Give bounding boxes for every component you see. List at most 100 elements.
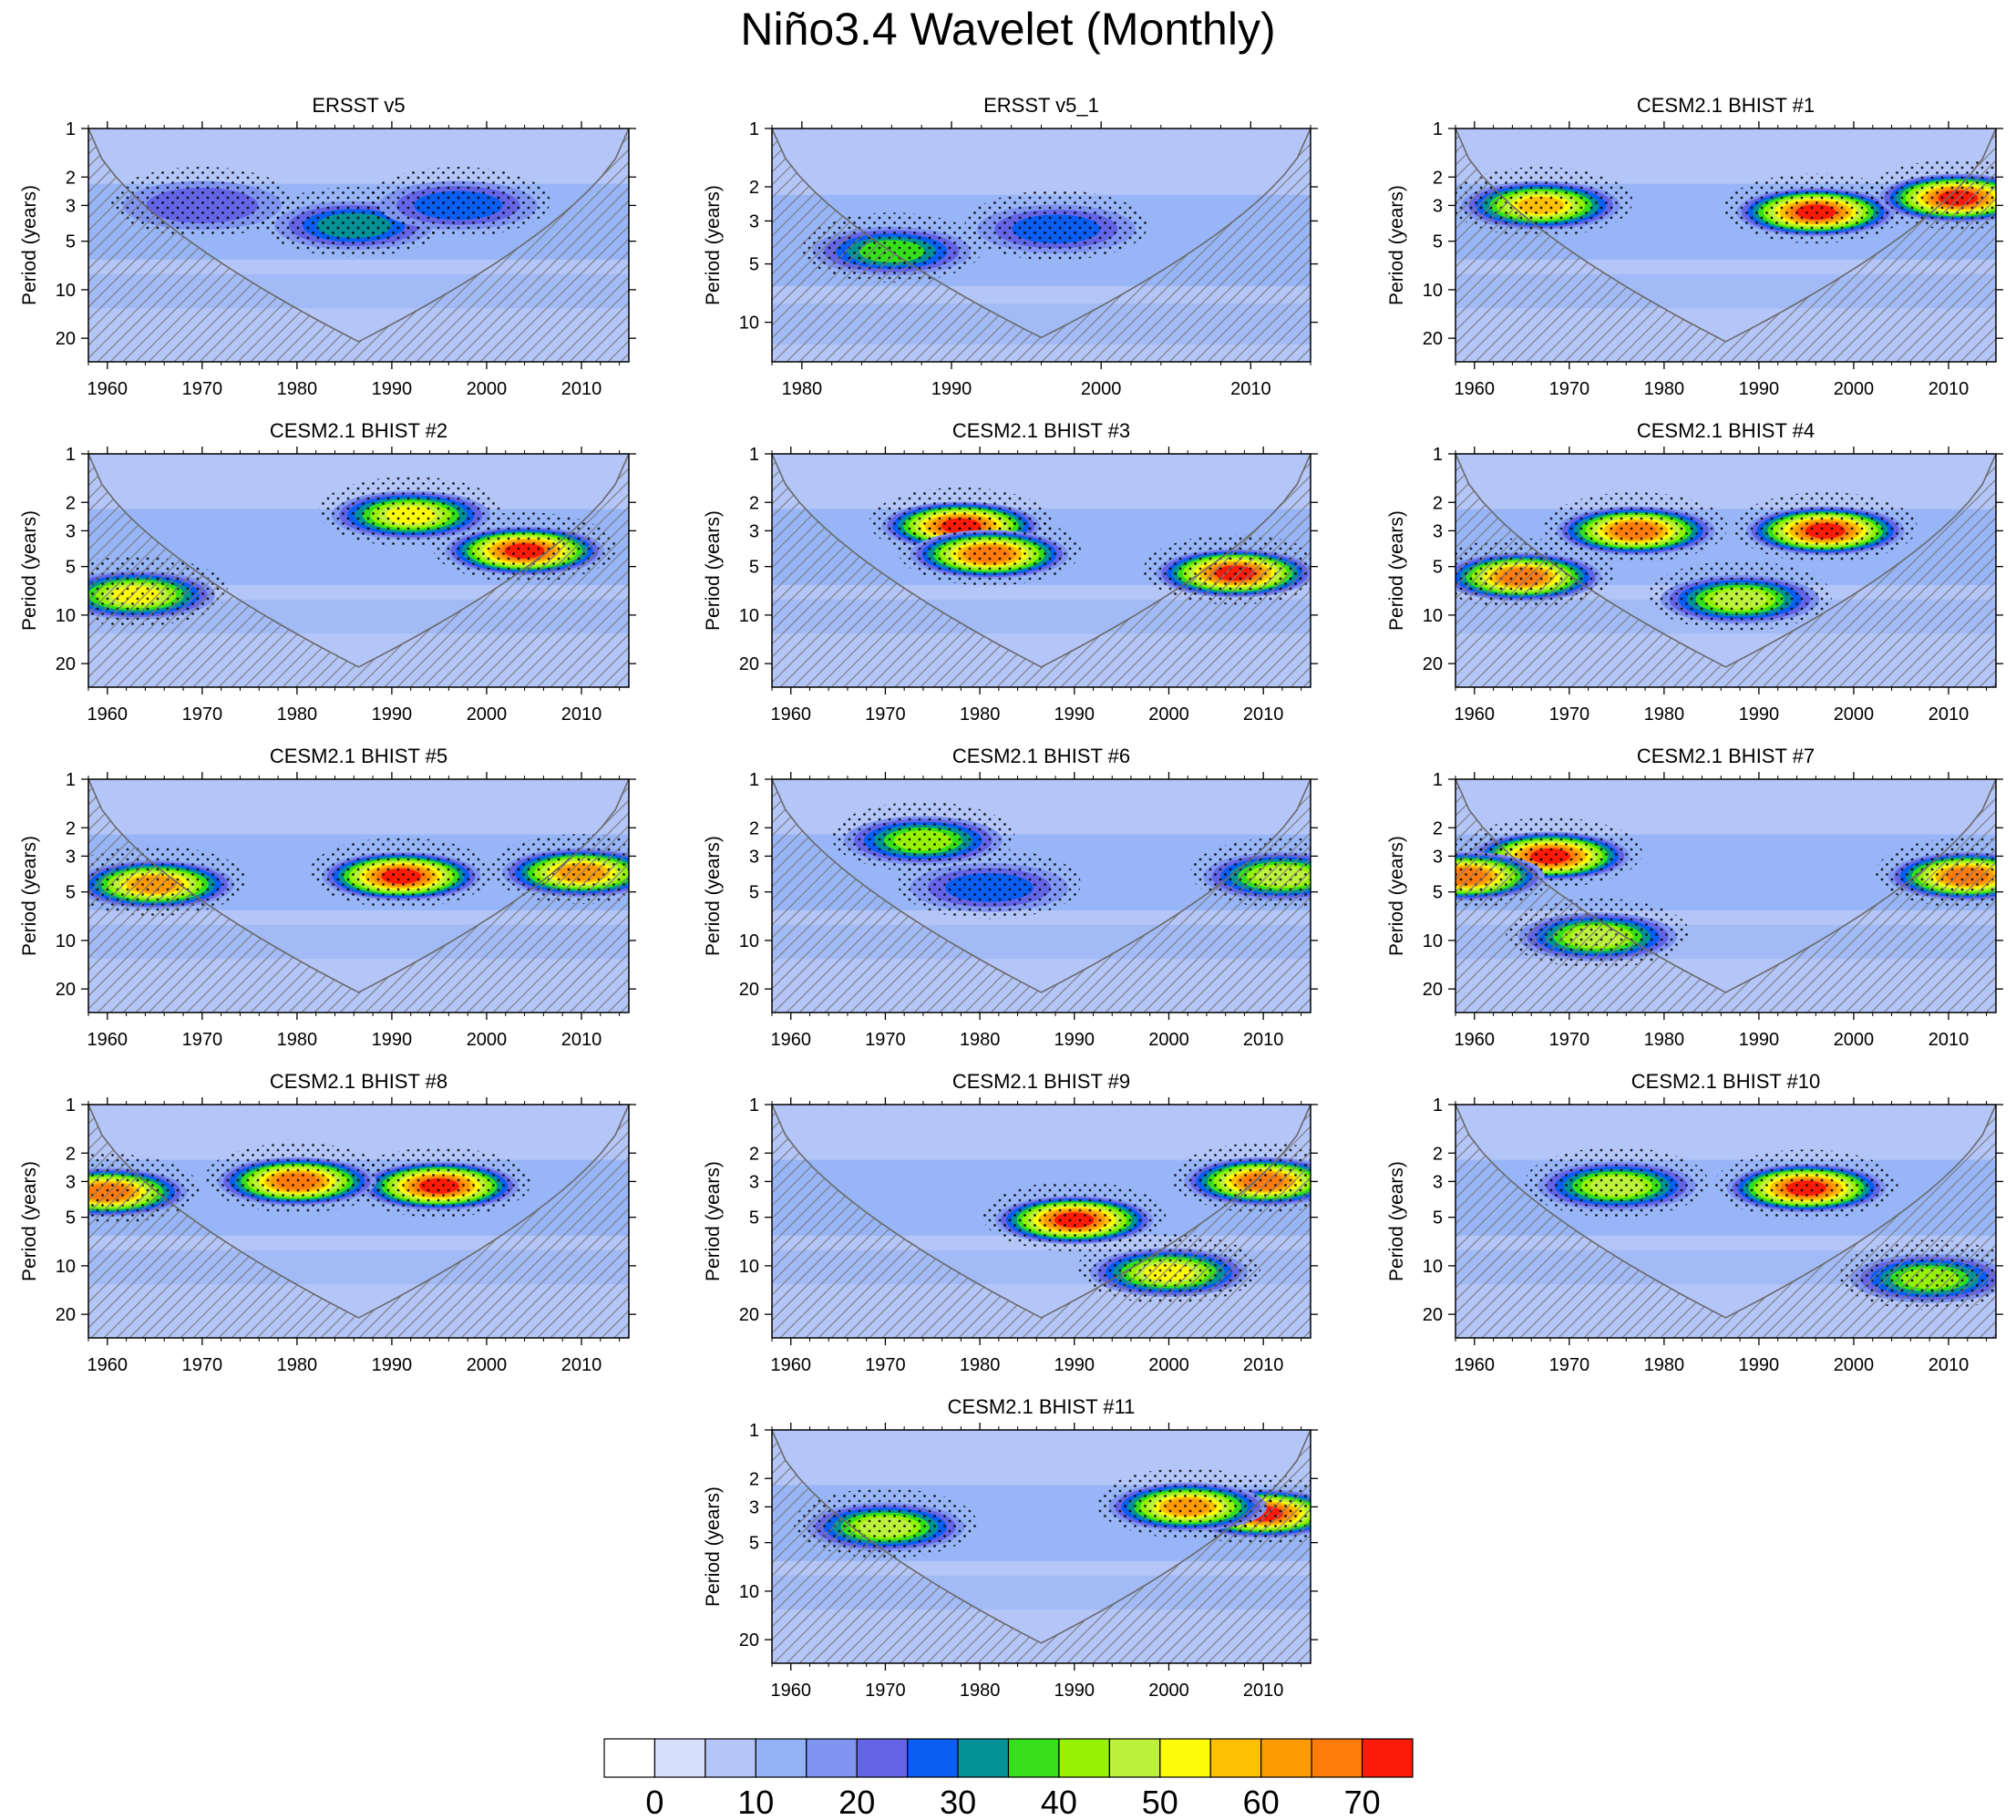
- y-tick-label: 3: [1433, 847, 1443, 867]
- significance-stipple: [1714, 1149, 1898, 1220]
- y-tick-label: 10: [739, 931, 759, 951]
- y-tick-label: 20: [739, 1630, 759, 1650]
- y-tick-label: 5: [1433, 558, 1443, 578]
- panel-frame: [87, 778, 630, 1013]
- y-tick-label: 10: [1423, 1257, 1443, 1277]
- x-tick-label: 2000: [1148, 704, 1189, 725]
- x-tick-label: 1970: [182, 379, 223, 399]
- x-tick-label: 2000: [1148, 1030, 1189, 1050]
- y-axis-label: Period (years): [1386, 185, 1407, 305]
- x-tick-label: 1990: [931, 379, 972, 399]
- x-tick-label: 1970: [865, 1681, 906, 1701]
- y-tick-label: 10: [1423, 931, 1443, 951]
- panel-title: CESM2.1 BHIST #11: [948, 1395, 1136, 1418]
- significance-stipple: [309, 838, 494, 908]
- panel-frame: [1455, 1104, 1997, 1339]
- colorbar-box: [1108, 1738, 1161, 1778]
- y-tick-label: 2: [1433, 493, 1443, 513]
- x-tick-label: 1980: [1644, 1030, 1685, 1050]
- x-tick-label: 1970: [182, 1355, 223, 1375]
- cone-of-influence: [1455, 1105, 1996, 1338]
- y-tick-label: 5: [66, 232, 76, 252]
- colorbar-label: 30: [940, 1784, 976, 1820]
- cone-line: [1455, 454, 1996, 668]
- colorbar-box: [1007, 1738, 1060, 1778]
- panel-4: CESM2.1 BHIST #2 1 2 3 5 10 20 Period (years) 19…: [19, 419, 636, 725]
- y-tick-label: 20: [1423, 980, 1443, 1000]
- y-tick-label: 10: [739, 1257, 759, 1277]
- x-tick-label: 1980: [782, 379, 823, 399]
- power-feature: [1723, 173, 1908, 244]
- y-tick-label: 3: [66, 847, 76, 867]
- y-tick-label: 3: [66, 196, 76, 216]
- x-tick-label: 1980: [1644, 379, 1685, 399]
- cone-of-influence: [772, 129, 1311, 362]
- y-tick-label: 2: [1433, 168, 1443, 188]
- x-tick-label: 1960: [770, 1355, 811, 1375]
- y-tick-label: 20: [1423, 329, 1443, 349]
- y-tick-label: 5: [66, 1208, 76, 1229]
- x-tick-label: 2000: [1148, 1355, 1189, 1375]
- x-tick-label: 2000: [1834, 1030, 1875, 1050]
- panel-3: CESM2.1 BHIST #1 1 2 3 5 10 20 Period (years) 19…: [1386, 94, 2003, 399]
- power-feature: [1525, 1146, 1709, 1218]
- cone-of-influence: [772, 1105, 1311, 1338]
- y-tick-label: 1: [749, 1421, 759, 1441]
- y-tick-label: 2: [749, 1469, 759, 1489]
- y-axis-label: Period (years): [1386, 510, 1407, 631]
- x-tick-label: 1960: [770, 704, 811, 725]
- colorbar-label: 0: [645, 1784, 663, 1820]
- panel-frame: [87, 128, 630, 363]
- y-axis-label: Period (years): [703, 1486, 724, 1607]
- y-axis-label: Period (years): [1386, 1161, 1407, 1281]
- y-tick-label: 5: [66, 558, 76, 578]
- power-feature: [318, 476, 503, 547]
- y-tick-label: 20: [739, 1305, 759, 1325]
- x-tick-label: 2000: [467, 379, 508, 399]
- y-tick-label: 20: [56, 329, 76, 349]
- significance-stipple: [1733, 492, 1918, 562]
- power-feature: [347, 1146, 531, 1218]
- power-feature: [1095, 1468, 1280, 1538]
- y-tick-label: 10: [1423, 606, 1443, 626]
- panel-frame: [771, 778, 1311, 1013]
- x-tick-label: 2010: [561, 379, 602, 399]
- x-tick-label: 1980: [277, 704, 318, 725]
- x-tick-label: 1980: [960, 1030, 1001, 1050]
- panel-8: CESM2.1 BHIST #6 1 2 3 5 10 20 Period (years) 19…: [703, 745, 1318, 1050]
- y-tick-label: 10: [739, 314, 759, 334]
- y-tick-label: 20: [739, 980, 759, 1000]
- significance-stipple: [318, 476, 503, 547]
- power-feature: [1733, 492, 1918, 562]
- y-tick-label: 20: [1423, 654, 1443, 674]
- cone-of-influence: [772, 454, 1311, 687]
- significance-stipple: [898, 848, 1081, 920]
- y-axis-label: Period (years): [19, 1161, 40, 1281]
- colorbar-box: [1311, 1738, 1363, 1778]
- power-feature: [1543, 492, 1728, 562]
- x-tick-label: 1990: [1054, 1030, 1095, 1050]
- y-tick-label: 2: [749, 493, 759, 513]
- x-tick-label: 2000: [1081, 379, 1122, 399]
- y-tick-label: 20: [1423, 1305, 1443, 1325]
- y-tick-label: 20: [56, 1305, 76, 1325]
- panel-title: CESM2.1 BHIST #8: [270, 1070, 447, 1093]
- cone-of-influence: [1455, 129, 1996, 362]
- x-tick-label: 2000: [1148, 1681, 1189, 1701]
- x-tick-label: 1960: [1455, 1030, 1496, 1050]
- y-tick-label: 20: [56, 980, 76, 1000]
- power-feature: [1648, 560, 1832, 632]
- cone-of-influence: [88, 454, 629, 687]
- significance-stipple: [347, 1146, 531, 1218]
- y-tick-label: 3: [749, 211, 759, 231]
- panel-10: CESM2.1 BHIST #8 1 2 3 5 10 20 Period (years) 19…: [19, 1070, 636, 1375]
- y-tick-label: 1: [66, 770, 76, 790]
- x-tick-label: 1970: [182, 1030, 223, 1050]
- panel-title: CESM2.1 BHIST #4: [1637, 419, 1815, 442]
- y-tick-label: 10: [56, 281, 76, 301]
- x-tick-label: 1980: [960, 1355, 1001, 1375]
- y-tick-label: 5: [1433, 883, 1443, 903]
- colorbar-box: [1058, 1738, 1110, 1778]
- panel-1: ERSST v5 1 2 3 5 10 20 Period (years) 1960 1970 19…: [19, 94, 636, 399]
- x-tick-label: 1960: [1455, 704, 1496, 725]
